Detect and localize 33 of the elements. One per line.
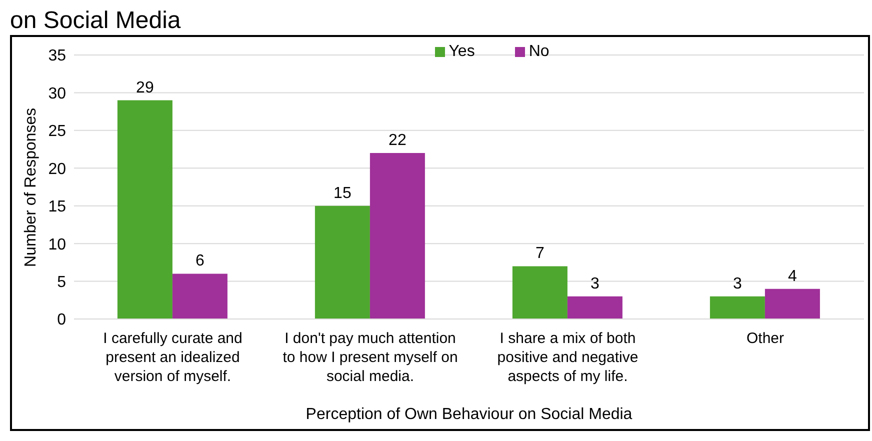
bar: [512, 266, 568, 319]
bar: [764, 288, 820, 319]
y-tick-label: 25: [48, 123, 66, 140]
data-label: 3: [590, 275, 600, 292]
x-tick-label: I don't pay much attention to how I present myself on social media.: [282, 330, 458, 385]
bar: [314, 206, 370, 319]
chart-title: on Social Media: [10, 7, 181, 34]
legend-label: No: [528, 43, 550, 61]
x-tick-label: I share a mix of both positive and negative aspects of my life.: [497, 330, 638, 385]
y-tick-label: 0: [57, 312, 66, 329]
bar: [172, 274, 228, 319]
data-label: 7: [535, 245, 544, 262]
x-tick-label: I carefully curate and present an idealized version of myself.: [103, 330, 242, 385]
data-label: 15: [334, 184, 352, 202]
data-label: 6: [195, 252, 204, 270]
y-tick-label: 5: [57, 274, 66, 291]
y-tick-label: 30: [48, 85, 66, 102]
x-axis-title: Perception of Own Behaviour on Social Media: [306, 406, 632, 423]
data-label: 22: [388, 132, 406, 150]
legend-label: Yes: [448, 43, 475, 61]
y-tick-label: 15: [48, 198, 66, 216]
data-label: 3: [732, 275, 742, 292]
x-tick-label: Other: [746, 330, 784, 347]
y-tick-label: 10: [48, 236, 66, 254]
bar: [567, 296, 622, 319]
data-label: 29: [136, 79, 154, 96]
bar: [117, 100, 172, 319]
y-tick-label: 20: [48, 160, 66, 178]
y-axis-title: Number of Responses: [22, 108, 40, 267]
data-label: 4: [788, 268, 797, 285]
y-tick-label: 35: [48, 48, 66, 65]
bar: [370, 153, 425, 319]
bar: [710, 296, 765, 319]
